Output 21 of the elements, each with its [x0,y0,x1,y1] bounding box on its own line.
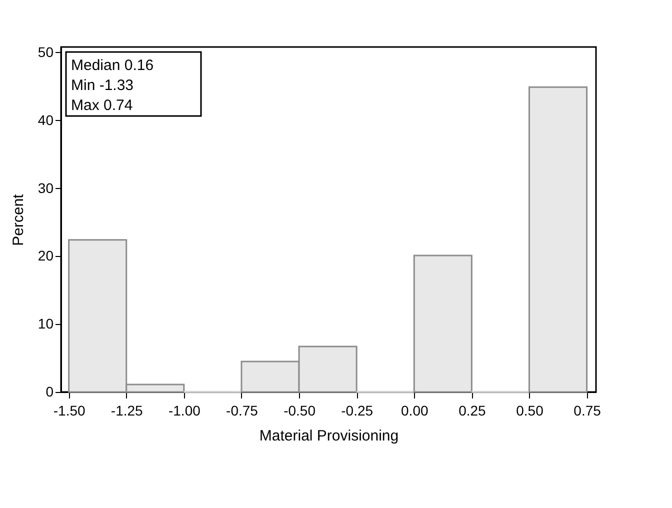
x-tick-label: 0.75 [574,402,602,418]
x-tick-label: -1.50 [53,402,86,418]
annotation: Median 0.16 [71,57,154,74]
y-tick-label: 20 [38,248,54,264]
x-tick-label: 0.50 [516,402,544,418]
annotation: Max 0.74 [71,97,133,114]
x-tick-label: -0.75 [226,402,258,418]
x-tick-label: -1.00 [168,402,201,418]
x-tick-label: -1.25 [110,402,144,418]
x-tick-label: 0.25 [458,402,486,418]
y-tick-label: 40 [38,112,54,128]
y-tick-label: 10 [38,316,54,332]
y-tick-label: 0 [46,384,54,400]
annotation: Min -1.33 [71,77,134,94]
y-tick-label: 50 [38,44,54,60]
x-axis-title: Material Provisioning [259,428,399,444]
x-tick-label: -0.50 [284,402,316,418]
x-tick-label: -0.25 [341,402,374,418]
y-tick-label: 30 [38,180,54,196]
x-tick-label: 0.00 [401,402,428,418]
y-axis-title: Percent [10,193,27,246]
